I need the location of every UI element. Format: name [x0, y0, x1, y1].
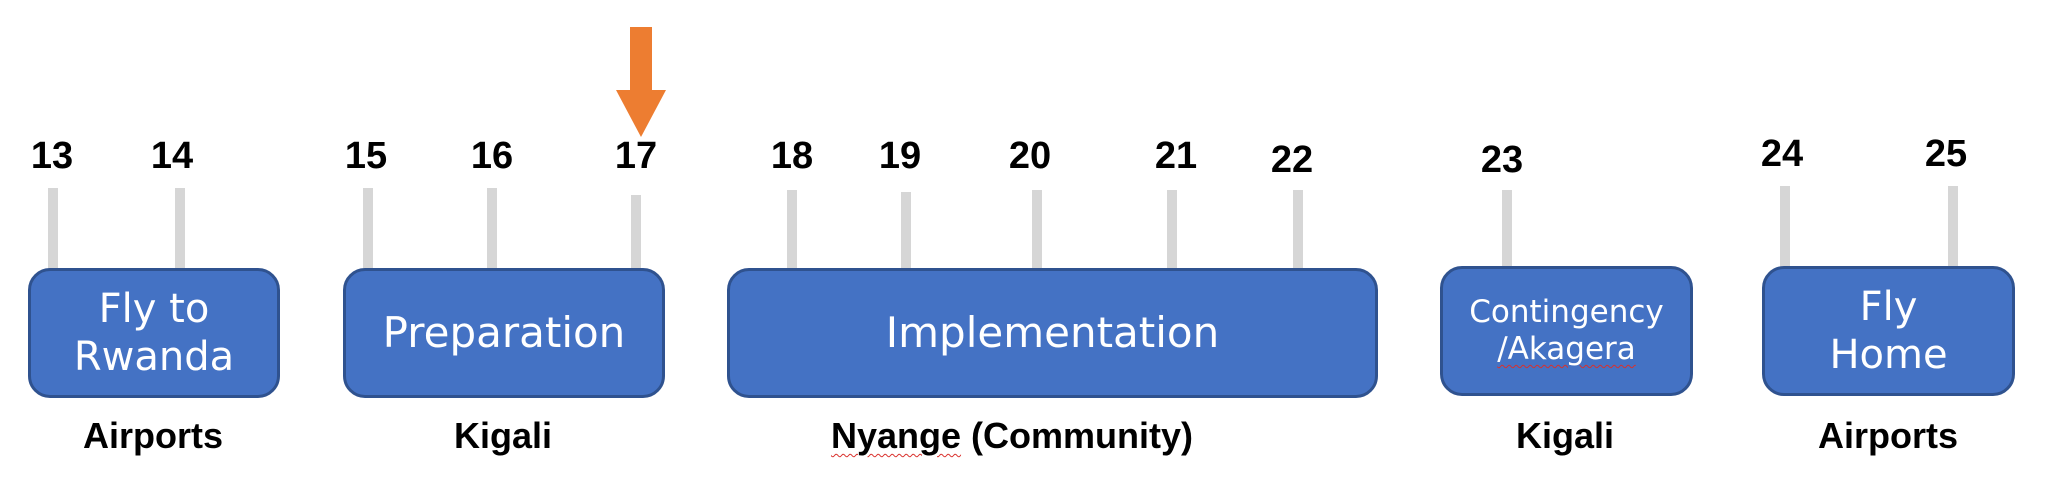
day-tick-15 [363, 188, 373, 270]
day-number-25: 25 [1924, 133, 1968, 175]
location-label-kigali: Kigali [453, 415, 553, 456]
day-number-22: 22 [1270, 139, 1314, 181]
phase-implementation: Implementation [727, 268, 1378, 398]
day-number-14: 14 [150, 135, 194, 177]
day-number-19: 19 [878, 135, 922, 177]
day-tick-22 [1293, 190, 1303, 270]
day-number-24: 24 [1760, 133, 1804, 175]
phase-fly-home: Fly Home [1762, 266, 2015, 396]
day-number-18: 18 [770, 135, 814, 177]
day-tick-18 [787, 190, 797, 270]
day-tick-20 [1032, 190, 1042, 270]
location-label-nyange-rest: (Community) [961, 415, 1194, 456]
location-label-airports-2: Airports [1817, 415, 1959, 456]
phase-label-line: Fly to [98, 286, 210, 332]
phase-preparation: Preparation [343, 268, 665, 398]
phase-label-line: Rwanda [73, 334, 235, 380]
day-tick-21 [1167, 190, 1177, 270]
day-tick-25 [1948, 186, 1958, 268]
phase-fly-to-rwanda: Fly to Rwanda [28, 268, 280, 398]
current-day-arrow-icon [616, 27, 666, 137]
day-number-15: 15 [344, 135, 388, 177]
day-number-21: 21 [1154, 135, 1198, 177]
day-number-16: 16 [470, 135, 514, 177]
phase-label-line: Home [1829, 332, 1948, 378]
location-label-kigali-2: Kigali [1515, 415, 1615, 456]
location-label-nyange-text: Nyange [830, 415, 962, 456]
day-tick-24 [1780, 186, 1790, 268]
day-tick-16 [487, 188, 497, 270]
phase-label-line: Implementation [885, 307, 1220, 357]
phase-label-line: /Akagera [1497, 331, 1636, 367]
day-number-13: 13 [30, 135, 74, 177]
day-number-20: 20 [1008, 135, 1052, 177]
phase-label-line: Contingency [1469, 293, 1664, 330]
phase-label-line: Preparation [382, 307, 626, 357]
day-number-23: 23 [1480, 139, 1524, 181]
location-label-nyange: Nyange (Community) [831, 418, 1193, 454]
day-tick-17 [631, 195, 641, 270]
day-tick-13 [48, 188, 58, 270]
day-tick-19 [901, 192, 911, 270]
phase-contingency-akagera: Contingency /Akagera [1440, 266, 1693, 396]
location-label-airports: Airports [82, 415, 224, 456]
day-number-17: 17 [614, 135, 658, 177]
day-tick-23 [1502, 190, 1512, 268]
day-tick-14 [175, 188, 185, 270]
phase-label-line: Fly [1859, 284, 1918, 330]
